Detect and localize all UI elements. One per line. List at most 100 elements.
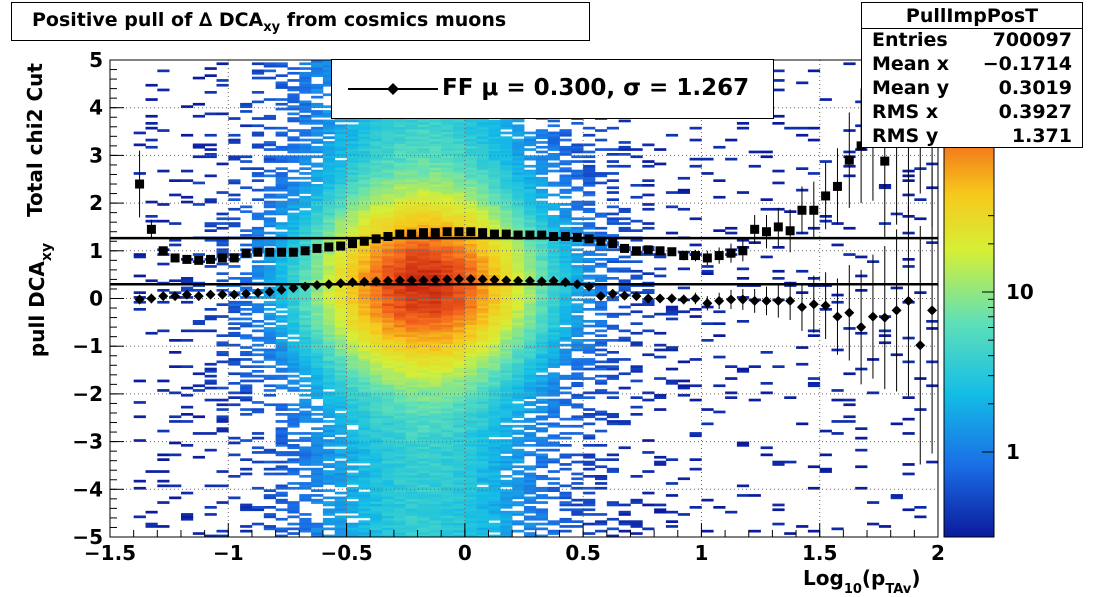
heatmap-cell — [346, 351, 359, 354]
heatmap-cell — [441, 322, 454, 325]
heatmap-cell — [370, 243, 383, 247]
heatmap-cell — [322, 210, 336, 213]
heatmap-cell — [358, 355, 371, 359]
heatmap-cell — [547, 181, 560, 185]
heatmap-cell — [263, 114, 276, 118]
heatmap-cell — [476, 243, 489, 247]
heatmap-cell — [524, 351, 537, 354]
heatmap-cell — [512, 153, 525, 156]
heatmap-cell — [240, 110, 253, 113]
heatmap-cell — [417, 150, 430, 154]
heatmap-cell — [358, 362, 371, 366]
heatmap-cell — [464, 451, 478, 454]
heatmap-cell — [535, 296, 548, 299]
heatmap-cell — [405, 198, 418, 201]
heatmap-cell — [512, 384, 525, 388]
heatmap-cell — [476, 217, 489, 221]
heatmap-cell — [405, 162, 418, 166]
heatmap-cell — [311, 396, 324, 399]
heatmap-cell — [346, 396, 359, 399]
heatmap-cell — [524, 527, 537, 531]
heatmap-cell — [441, 138, 454, 142]
heatmap-cell — [299, 203, 312, 206]
heatmap-cell — [464, 506, 478, 509]
heatmap-cell — [559, 503, 572, 507]
heatmap-cell — [370, 520, 383, 523]
heatmap-cell — [535, 164, 548, 168]
heatmap-cell — [346, 205, 359, 209]
heatmap-cell — [393, 260, 407, 263]
heatmap-cell — [417, 405, 430, 409]
heatmap-cell — [287, 160, 300, 163]
heatmap-cell — [453, 262, 466, 266]
heatmap-cell — [346, 312, 359, 316]
heatmap-cell — [393, 408, 407, 411]
heatmap-cell — [453, 529, 466, 533]
heatmap-cell — [311, 470, 324, 473]
heatmap-cell — [429, 365, 442, 368]
heatmap-cell — [559, 312, 572, 316]
heatmap-cell — [370, 226, 383, 230]
heatmap-cell — [429, 291, 442, 294]
heatmap-cell — [405, 527, 418, 531]
heatmap-cell — [476, 124, 489, 128]
heatmap-cell — [417, 382, 430, 385]
heatmap-cell — [192, 372, 205, 376]
heatmap-cell — [382, 226, 395, 230]
heatmap-cell — [488, 119, 501, 123]
heatmap-cell — [547, 203, 560, 206]
heatmap-cell — [441, 434, 454, 438]
heatmap-cell — [228, 331, 241, 335]
heatmap-cell — [322, 465, 336, 469]
heatmap-cell — [382, 489, 395, 492]
heatmap-cell — [370, 508, 383, 512]
heatmap-cell — [559, 343, 572, 347]
heatmap-cell — [512, 424, 525, 428]
heatmap-cell — [429, 391, 442, 395]
heatmap-cell — [429, 410, 442, 414]
heatmap-cell — [299, 460, 312, 464]
heatmap-cell — [263, 267, 276, 271]
heatmap-cell — [346, 515, 359, 519]
heatmap-cell — [216, 212, 229, 216]
heatmap-cell — [393, 517, 407, 521]
heatmap-cell — [512, 243, 525, 247]
heatmap-cell — [405, 396, 418, 399]
heatmap-cell — [358, 393, 371, 397]
heatmap-cell — [382, 305, 395, 309]
heatmap-cell — [287, 150, 300, 154]
heatmap-cell — [512, 157, 525, 161]
heatmap-cell — [370, 467, 383, 471]
heatmap-cell — [535, 353, 548, 357]
heatmap-cell — [571, 415, 584, 419]
heatmap-cell — [476, 503, 489, 507]
heatmap-cell — [429, 269, 442, 273]
heatmap-cell — [500, 534, 513, 538]
heatmap-cell — [524, 312, 537, 316]
heatmap-cell — [346, 475, 359, 478]
heatmap-cell — [299, 410, 312, 414]
heatmap-cell — [512, 262, 525, 266]
heatmap-cell — [334, 277, 347, 280]
heatmap-cell — [464, 439, 478, 442]
heatmap-cell — [263, 260, 276, 263]
heatmap-cell — [358, 129, 371, 132]
heatmap-cell — [464, 258, 478, 261]
heatmap-cell — [476, 215, 489, 218]
heatmap-cell — [547, 267, 560, 271]
heatmap-cell — [370, 167, 383, 170]
heatmap-cell — [370, 455, 383, 459]
heatmap-cell — [453, 510, 466, 514]
heatmap-cell — [370, 231, 383, 235]
heatmap-cell — [334, 477, 347, 481]
heatmap-cell — [370, 494, 383, 497]
heatmap-cell — [240, 365, 253, 368]
heatmap-cell — [405, 508, 418, 512]
heatmap-cell — [358, 327, 371, 330]
heatmap-cell — [512, 503, 525, 507]
heatmap-cell — [157, 203, 170, 206]
heatmap-cell — [346, 391, 359, 395]
heatmap-cell — [299, 389, 312, 392]
heatmap-cell — [453, 413, 466, 416]
